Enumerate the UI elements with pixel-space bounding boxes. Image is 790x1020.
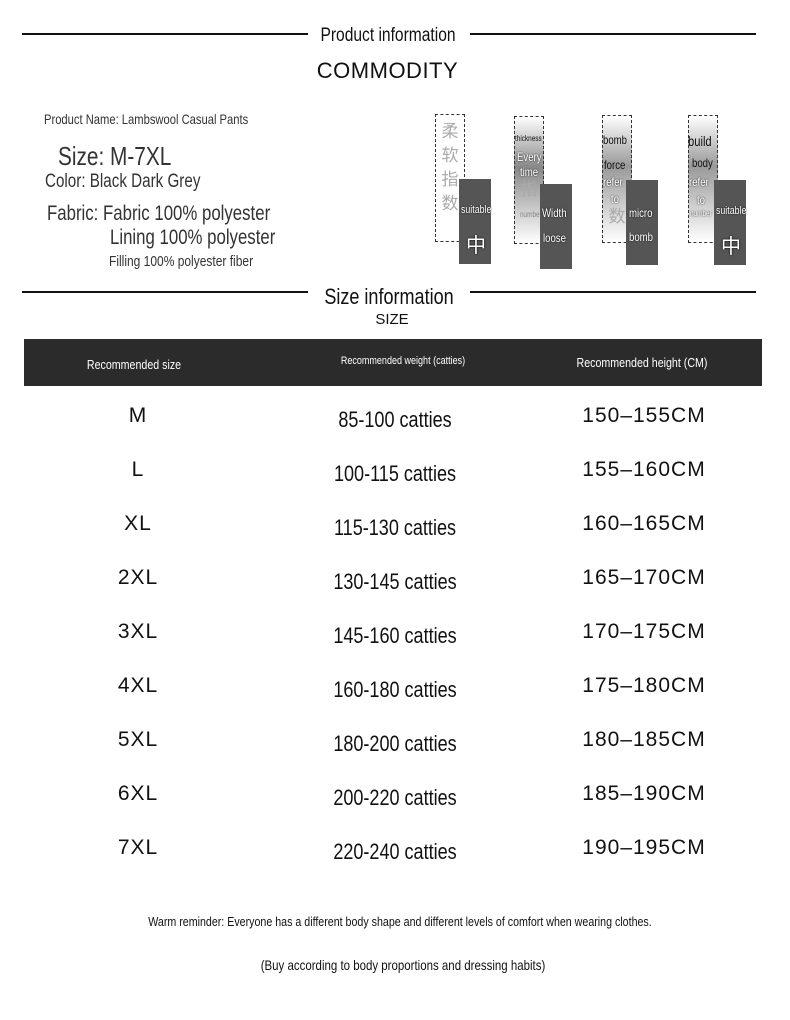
product-filling: Filling 100% polyester fiber — [109, 253, 254, 270]
size-cell: L — [131, 458, 145, 481]
product-name: Product Name: Lambswool Casual Pants — [44, 111, 249, 127]
table-row: XL 115-130 catties 160–165CM — [24, 512, 762, 566]
table-header: Recommended size Recommended weight (cat… — [24, 339, 762, 386]
height-cell: 180–185CM — [582, 728, 706, 751]
table-row: 6XL 200-220 catties 185–190CM — [24, 782, 762, 836]
thickness-index: thickness Every time 指 number Width loos… — [514, 116, 614, 276]
index-word: time — [520, 165, 539, 179]
header-weight: Recommended weight (catties) — [340, 355, 466, 367]
weight-cell: 180-200 catties — [333, 731, 457, 756]
table-row: M 85-100 catties 150–155CM — [24, 404, 762, 458]
height-cell: 175–180CM — [582, 674, 706, 697]
table-row: 5XL 180-200 catties 180–185CM — [24, 728, 762, 782]
size-cell: 5XL — [117, 728, 159, 751]
size-section-title: Size information — [324, 284, 454, 309]
product-color: Color: Black Dark Grey — [45, 171, 201, 192]
weight-cell: 160-180 catties — [333, 677, 457, 702]
height-cell: 190–195CM — [582, 836, 706, 859]
weight-cell: 200-220 catties — [333, 785, 457, 810]
size-cell: M — [128, 404, 148, 427]
size-cell: 7XL — [117, 836, 159, 859]
table-row: 2XL 130-145 catties 165–170CM — [24, 566, 762, 620]
size-cell: 4XL — [117, 674, 159, 697]
index-badge: suitable — [716, 205, 747, 217]
index-word: 数 — [608, 207, 626, 226]
table-row: 4XL 160-180 catties 175–180CM — [24, 674, 762, 728]
fit-index: build body refer to number suitable 中 — [688, 115, 788, 275]
product-fabric: Fabric: Fabric 100% polyester — [47, 202, 271, 225]
size-cell: 2XL — [117, 566, 159, 589]
index-word: to — [697, 193, 706, 207]
index-word: refer — [689, 175, 709, 189]
product-size: Size: M-7XL — [58, 141, 172, 171]
warm-reminder: Warm reminder: Everyone has a different … — [148, 914, 652, 929]
index-value: loose — [543, 231, 566, 245]
index-word: bomb — [603, 133, 628, 147]
height-cell: 155–160CM — [582, 458, 706, 481]
table-row: 7XL 220-240 catties 190–195CM — [24, 836, 762, 890]
size-section-subtitle: SIZE — [375, 311, 409, 328]
softness-index: 柔软指数 suitable 中 — [435, 114, 535, 274]
table-row: L 100-115 catties 155–160CM — [24, 458, 762, 512]
table-row: 3XL 145-160 catties 170–175CM — [24, 620, 762, 674]
index-badge: micro — [629, 206, 653, 220]
index-word: to — [611, 192, 620, 206]
size-cell: 6XL — [117, 782, 159, 805]
weight-cell: 115-130 catties — [333, 515, 457, 540]
size-cell: XL — [124, 512, 152, 535]
index-value: 中 — [721, 236, 741, 258]
weight-cell: 85-100 catties — [338, 407, 452, 432]
index-word: 指 — [520, 180, 538, 199]
index-word: number — [690, 209, 712, 218]
index-label: thickness — [515, 134, 542, 143]
index-value: 中 — [466, 235, 486, 257]
weight-cell: 130-145 catties — [333, 569, 457, 594]
index-badge: suitable — [461, 204, 492, 216]
weight-cell: 145-160 catties — [333, 623, 457, 648]
height-cell: 160–165CM — [582, 512, 706, 535]
index-label: 柔软指数 — [441, 122, 459, 213]
index-word: build — [688, 133, 712, 149]
divider — [470, 33, 756, 35]
buying-advice: (Buy according to body proportions and d… — [260, 957, 546, 973]
index-word: refer — [603, 175, 623, 189]
weight-cell: 220-240 catties — [333, 839, 457, 864]
divider — [22, 33, 308, 35]
index-badge: Width — [542, 206, 567, 220]
weight-cell: 100-115 catties — [333, 461, 457, 486]
index-word: body — [692, 156, 713, 170]
index-value: bomb — [629, 230, 654, 244]
index-word: number — [520, 210, 542, 219]
height-cell: 165–170CM — [582, 566, 706, 589]
section-title: Product information — [320, 25, 456, 46]
divider — [470, 291, 756, 293]
height-cell: 170–175CM — [582, 620, 706, 643]
size-cell: 3XL — [117, 620, 159, 643]
divider — [22, 291, 308, 293]
product-lining: Lining 100% polyester — [110, 226, 276, 249]
height-cell: 185–190CM — [582, 782, 706, 805]
warmth-index: bomb force refer to 数 micro bomb — [602, 115, 702, 275]
section-subtitle: COMMODITY — [316, 58, 459, 83]
height-cell: 150–155CM — [582, 404, 706, 427]
index-word: force — [604, 158, 626, 172]
header-height: Recommended height (CM) — [576, 355, 708, 370]
index-word: Every — [517, 150, 542, 164]
header-size: Recommended size — [86, 357, 182, 372]
